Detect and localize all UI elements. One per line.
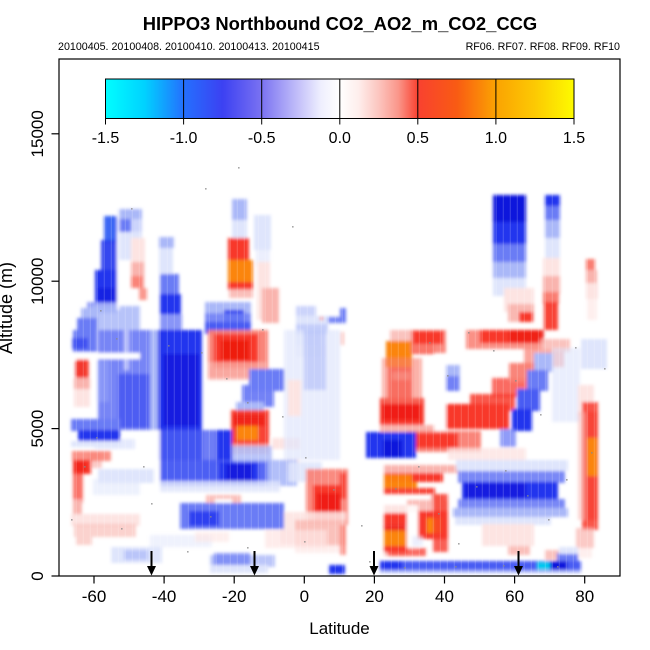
svg-text:20: 20 xyxy=(365,587,384,606)
svg-text:15000: 15000 xyxy=(28,110,47,157)
svg-text:40: 40 xyxy=(435,587,454,606)
svg-text:RF06. RF07. RF08. RF09. RF10: RF06. RF07. RF08. RF09. RF10 xyxy=(466,41,620,53)
svg-text:-40: -40 xyxy=(152,587,177,606)
svg-text:60: 60 xyxy=(505,587,524,606)
svg-text:-20: -20 xyxy=(222,587,247,606)
svg-text:Latitude: Latitude xyxy=(309,619,370,638)
svg-text:-60: -60 xyxy=(82,587,107,606)
svg-text:-1.0: -1.0 xyxy=(170,130,198,147)
svg-text:0: 0 xyxy=(300,587,309,606)
svg-text:1.0: 1.0 xyxy=(485,130,507,147)
svg-text:0: 0 xyxy=(28,571,47,580)
svg-text:-0.5: -0.5 xyxy=(248,130,276,147)
svg-text:5000: 5000 xyxy=(28,410,47,448)
svg-text:80: 80 xyxy=(575,587,594,606)
svg-text:Altitude (m): Altitude (m) xyxy=(0,262,16,354)
svg-text:0.5: 0.5 xyxy=(407,130,429,147)
svg-text:1.5: 1.5 xyxy=(563,130,585,147)
svg-text:10000: 10000 xyxy=(28,258,47,305)
svg-text:0.0: 0.0 xyxy=(329,130,351,147)
svg-text:HIPPO3 Northbound CO2_AO2_m_CO: HIPPO3 Northbound CO2_AO2_m_CO2_CCG xyxy=(143,13,537,34)
svg-text:20100405. 20100408. 20100410.: 20100405. 20100408. 20100410. 20100413. … xyxy=(58,41,320,53)
svg-text:-1.5: -1.5 xyxy=(92,130,120,147)
